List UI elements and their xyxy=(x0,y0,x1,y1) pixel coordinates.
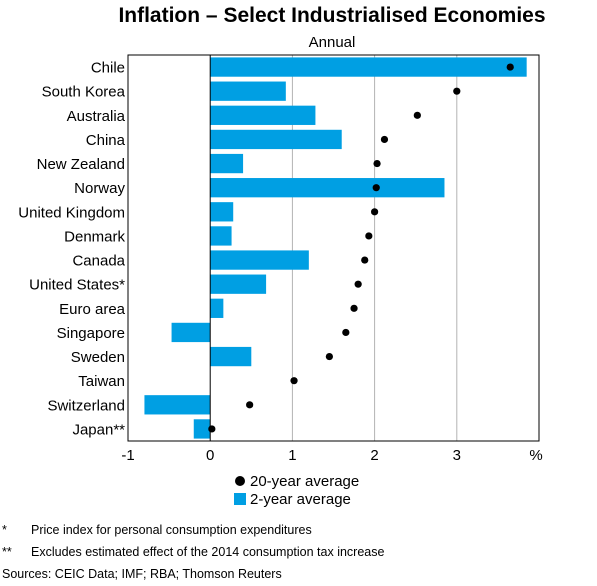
category-label-10: Euro area xyxy=(59,301,126,318)
bar-2yr-6 xyxy=(210,202,234,222)
dot-20yr-3 xyxy=(380,135,389,144)
footnote-1-mark: * xyxy=(2,523,7,537)
dot-20yr-1 xyxy=(453,87,461,95)
x-tick-label-4: 3 xyxy=(453,447,461,464)
x-tick-label-3: 2 xyxy=(370,447,378,464)
bar-2yr-5 xyxy=(210,178,445,198)
category-label-2: Australia xyxy=(67,108,126,125)
legend-label-2-year: 2-year average xyxy=(250,491,351,508)
footnote-2-mark: ** xyxy=(2,545,12,559)
x-tick-label-0: -1 xyxy=(121,447,134,464)
legend-dot-marker xyxy=(235,476,245,486)
dot-20yr-12 xyxy=(325,352,333,361)
footnote-2: ** Excludes estimated effect of the 2014 … xyxy=(2,545,384,559)
dot-series xyxy=(208,63,514,433)
footnote-1-text: Price index for personal consumption exp… xyxy=(31,523,312,537)
dot-20yr-0 xyxy=(506,63,514,71)
category-label-13: Taiwan xyxy=(78,373,125,390)
bar-2yr-2 xyxy=(210,105,316,125)
dot-20yr-10 xyxy=(350,304,358,312)
bar-series xyxy=(144,57,527,439)
category-label-0: Chile xyxy=(91,60,125,77)
dot-20yr-14 xyxy=(246,401,254,409)
bar-2yr-3 xyxy=(210,129,342,150)
bar-2yr-9 xyxy=(210,274,267,294)
category-label-14: Switzerland xyxy=(47,397,125,414)
bar-2yr-0 xyxy=(210,57,527,77)
category-label-4: New Zealand xyxy=(37,156,125,173)
dot-20yr-15 xyxy=(208,425,216,433)
category-label-8: Canada xyxy=(72,253,125,270)
bar-2yr-10 xyxy=(210,298,224,318)
dot-20yr-6 xyxy=(371,208,379,216)
sources: Sources: CEIC Data; IMF; RBA; Thomson Re… xyxy=(2,567,282,581)
plot-frame xyxy=(127,54,540,442)
category-label-5: Norway xyxy=(74,180,125,197)
dot-20yr-8 xyxy=(361,256,369,264)
unit-label: % xyxy=(529,447,542,464)
bar-2yr-7 xyxy=(210,226,232,246)
category-labels: Chile South Korea Australia China New Zealan… xyxy=(18,60,125,439)
chart-title: Inflation – Select Industrialised Econom… xyxy=(118,4,545,27)
dot-20yr-11 xyxy=(342,328,350,337)
grid-lines xyxy=(291,55,458,441)
bar-2yr-12 xyxy=(210,346,252,367)
bar-2yr-1 xyxy=(210,81,286,101)
dot-20yr-7 xyxy=(365,232,373,240)
footnote-2-text: Excludes estimated effect of the 2014 co… xyxy=(31,545,385,559)
x-tick-label-1: 0 xyxy=(206,447,214,464)
category-label-11: Singapore xyxy=(57,325,125,342)
category-label-15: Japan** xyxy=(72,421,125,438)
chart-subtitle: Annual xyxy=(309,34,356,51)
bar-2yr-14 xyxy=(144,395,211,415)
bar-2yr-15 xyxy=(193,419,211,439)
category-label-3: China xyxy=(86,132,126,149)
bar-2yr-4 xyxy=(210,153,244,174)
bar-2yr-11 xyxy=(171,322,211,343)
bar-2yr-8 xyxy=(210,250,309,270)
x-tick-label-2: 1 xyxy=(288,447,296,464)
x-tick-labels: -1 0 1 2 3 xyxy=(121,447,461,464)
category-label-6: United Kingdom xyxy=(18,204,125,221)
category-label-12: Sweden xyxy=(71,349,125,366)
category-label-1: South Korea xyxy=(42,84,126,101)
category-label-9: United States* xyxy=(29,277,125,294)
legend-label-20-year: 20-year average xyxy=(250,473,359,490)
footnote-1: * Price index for personal consumption ex… xyxy=(2,523,312,537)
dot-20yr-5 xyxy=(372,184,380,192)
legend: 20-year average 2-year average xyxy=(234,473,359,508)
category-label-7: Denmark xyxy=(64,228,125,245)
dot-20yr-2 xyxy=(413,111,421,119)
dot-20yr-4 xyxy=(373,159,381,168)
dot-20yr-13 xyxy=(290,377,298,385)
legend-bar-marker xyxy=(234,493,246,505)
dot-20yr-9 xyxy=(354,280,362,288)
